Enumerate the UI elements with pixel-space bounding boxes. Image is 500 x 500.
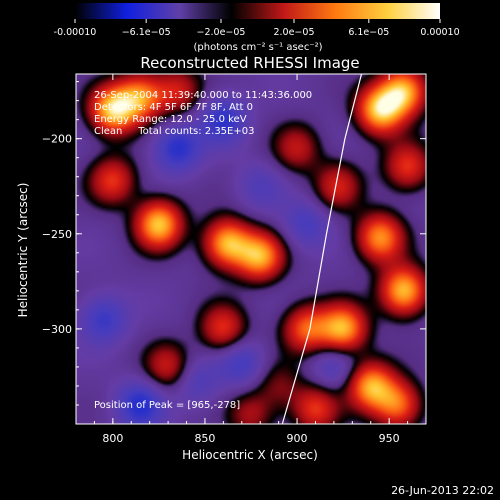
info-line-time: 26-Sep-2004 11:39:40.000 to 11:43:36.000 [94,90,312,101]
y-tick-label: −250 [42,228,72,241]
info-line-clean: Clean Total counts: 2.35E+03 [94,126,254,137]
x-tick-label: 950 [379,432,400,445]
y-tick-label: −200 [42,133,72,146]
plot-area: 800 850 900 950 −200 −250 −300 [42,73,427,445]
colorbar-tick-label: 2.0e−05 [273,27,314,38]
colorbar-tick-label: −2.0e−05 [197,27,246,38]
observation-info: 26-Sep-2004 11:39:40.000 to 11:43:36.000… [94,90,312,137]
peak-position-label: Position of Peak = [965,-278] [94,400,240,411]
x-axis-ticks: 800 850 900 950 [75,74,427,445]
x-tick-label: 900 [287,432,308,445]
colorbar-tick-label: -0.00010 [54,27,97,38]
colorbar-units: (photons cm⁻² s⁻¹ asec⁻²) [193,42,322,53]
y-tick-label: −300 [42,323,72,336]
colorbar: -0.00010 −6.1e−05 −2.0e−05 2.0e−05 6.1e−05 0.… [54,3,460,53]
colorbar-tick-labels: -0.00010 −6.1e−05 −2.0e−05 2.0e−05 6.1e−05 0.… [54,27,460,38]
heatmap-image [76,74,426,424]
x-axis-label: Heliocentric X (arcsec) [182,448,318,462]
info-line-energy: Energy Range: 12.0 - 25.0 keV [94,114,247,125]
chart-title: Reconstructed RHESSI Image [140,54,359,72]
colorbar-tick-label: 6.1e−05 [348,27,389,38]
solar-limb-line [281,73,363,425]
x-tick-label: 850 [194,432,215,445]
colorbar-bar [75,3,440,19]
colorbar-ticks [74,19,441,23]
colorbar-tick-label: 0.00010 [420,27,459,38]
y-axis-ticks: −200 −250 −300 [42,81,426,406]
x-tick-label: 800 [102,432,123,445]
y-axis-label: Heliocentric Y (arcsec) [16,183,30,318]
info-line-detectors: Detectors: 4F 5F 6F 7F 8F, Att 0 [94,102,253,113]
plot-frame [75,73,427,425]
generated-timestamp: 26-Jun-2013 22:02 [391,484,494,497]
colorbar-tick-label: −6.1e−05 [122,27,171,38]
